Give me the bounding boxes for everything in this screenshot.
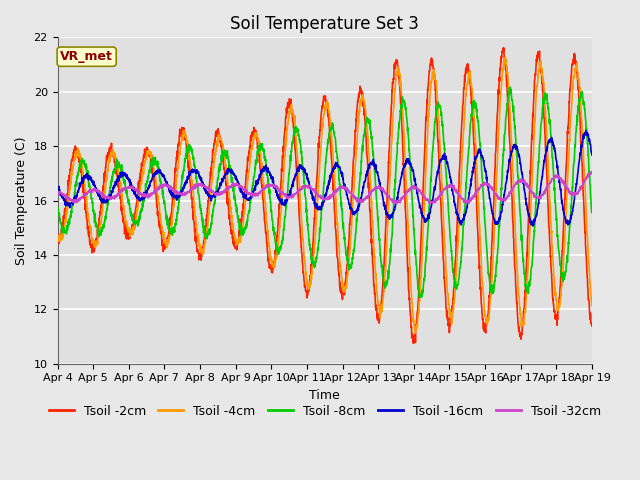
Tsoil -32cm [393, 201, 401, 206]
Tsoil -2cm [556, 286, 564, 291]
Tsoil -2cm [588, 323, 596, 329]
Tsoil -2cm [340, 289, 348, 295]
Line: Tsoil -8cm: Tsoil -8cm [58, 87, 592, 298]
Tsoil -32cm [588, 170, 596, 176]
Tsoil -32cm [203, 185, 211, 191]
Tsoil -16cm [541, 155, 548, 161]
Line: Tsoil -2cm: Tsoil -2cm [58, 48, 592, 343]
Tsoil -2cm [410, 340, 417, 346]
Tsoil -8cm [556, 262, 564, 268]
Line: Tsoil -16cm: Tsoil -16cm [58, 131, 592, 226]
Tsoil -8cm [54, 205, 61, 211]
Tsoil -2cm [480, 328, 488, 334]
Line: Tsoil -32cm: Tsoil -32cm [58, 172, 592, 204]
Tsoil -2cm [500, 45, 508, 50]
Tsoil -2cm [352, 129, 360, 134]
Tsoil -8cm [506, 84, 514, 90]
Tsoil -4cm [588, 302, 596, 308]
Tsoil -16cm [480, 158, 488, 164]
Tsoil -16cm [340, 182, 348, 188]
Tsoil -8cm [340, 229, 348, 235]
Line: Tsoil -4cm: Tsoil -4cm [58, 58, 592, 333]
Tsoil -8cm [588, 210, 596, 216]
Tsoil -16cm [54, 183, 61, 189]
Tsoil -16cm [582, 128, 590, 133]
Tsoil -32cm [480, 180, 488, 185]
Tsoil -16cm [529, 223, 537, 229]
Tsoil -4cm [340, 289, 348, 295]
Tsoil -16cm [556, 180, 564, 186]
Tsoil -8cm [541, 90, 549, 96]
Tsoil -2cm [54, 234, 61, 240]
Tsoil -16cm [588, 152, 596, 158]
Tsoil -8cm [203, 232, 211, 238]
Tsoil -16cm [203, 190, 211, 195]
Tsoil -2cm [541, 132, 549, 138]
Y-axis label: Soil Temperature (C): Soil Temperature (C) [15, 136, 28, 265]
Tsoil -4cm [54, 235, 61, 241]
Tsoil -8cm [415, 295, 423, 300]
Tsoil -2cm [203, 217, 211, 223]
Tsoil -4cm [502, 55, 509, 60]
Legend: Tsoil -2cm, Tsoil -4cm, Tsoil -8cm, Tsoil -16cm, Tsoil -32cm: Tsoil -2cm, Tsoil -4cm, Tsoil -8cm, Tsoi… [44, 400, 606, 423]
Tsoil -32cm [556, 175, 564, 181]
Tsoil -32cm [541, 189, 548, 194]
Tsoil -32cm [340, 184, 348, 190]
Tsoil -32cm [588, 169, 595, 175]
Tsoil -4cm [412, 330, 419, 336]
Tsoil -4cm [480, 302, 488, 308]
Tsoil -8cm [480, 206, 488, 212]
Tsoil -4cm [541, 104, 549, 109]
Tsoil -8cm [352, 230, 360, 236]
Tsoil -32cm [352, 195, 360, 201]
Title: Soil Temperature Set 3: Soil Temperature Set 3 [230, 15, 419, 33]
Tsoil -4cm [352, 159, 360, 165]
Tsoil -4cm [203, 231, 211, 237]
X-axis label: Time: Time [309, 389, 340, 402]
Text: VR_met: VR_met [60, 50, 113, 63]
Tsoil -16cm [352, 210, 360, 216]
Tsoil -32cm [54, 191, 61, 196]
Tsoil -4cm [556, 302, 564, 308]
